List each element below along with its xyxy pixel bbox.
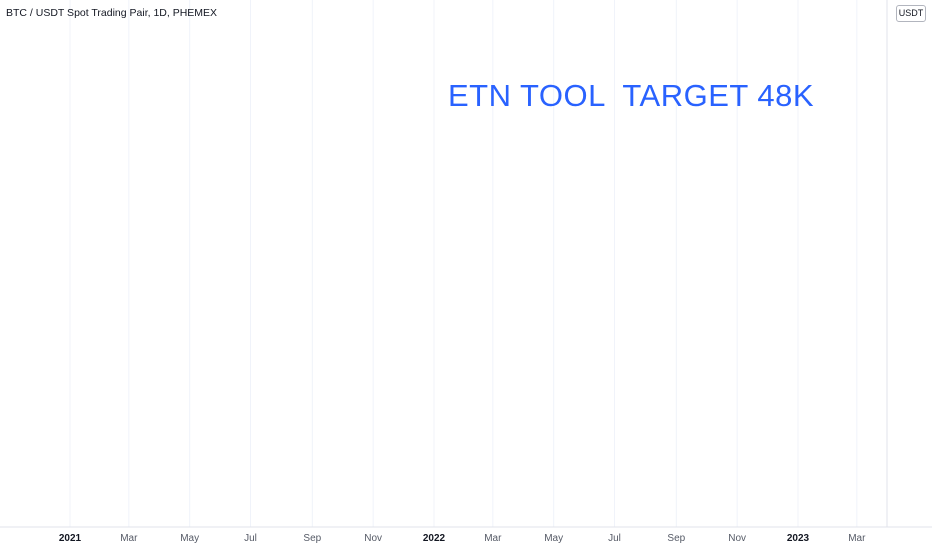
currency-selector[interactable]: USDT bbox=[896, 5, 926, 22]
time-tick-label: Nov bbox=[364, 533, 382, 544]
time-tick-label: Sep bbox=[667, 533, 685, 544]
time-tick-label: 2023 bbox=[787, 533, 810, 544]
price-axis-background bbox=[887, 0, 932, 550]
time-axis-background bbox=[0, 527, 932, 550]
chart-title: BTC / USDT Spot Trading Pair, 1D, PHEMEX bbox=[6, 7, 218, 19]
time-tick-label: 2021 bbox=[59, 533, 82, 544]
time-tick-label: 2022 bbox=[423, 533, 446, 544]
time-tick-label: Jul bbox=[244, 533, 257, 544]
time-tick-label: Nov bbox=[728, 533, 746, 544]
time-tick-label: Mar bbox=[848, 533, 866, 544]
time-tick-label: May bbox=[180, 533, 199, 544]
time-tick-label: May bbox=[544, 533, 563, 544]
target-annotation: ETN TOOL TARGET 48K bbox=[448, 78, 815, 113]
time-tick-label: Jul bbox=[608, 533, 621, 544]
time-tick-label: Mar bbox=[484, 533, 502, 544]
time-tick-label: Sep bbox=[303, 533, 321, 544]
time-tick-label: Mar bbox=[120, 533, 138, 544]
